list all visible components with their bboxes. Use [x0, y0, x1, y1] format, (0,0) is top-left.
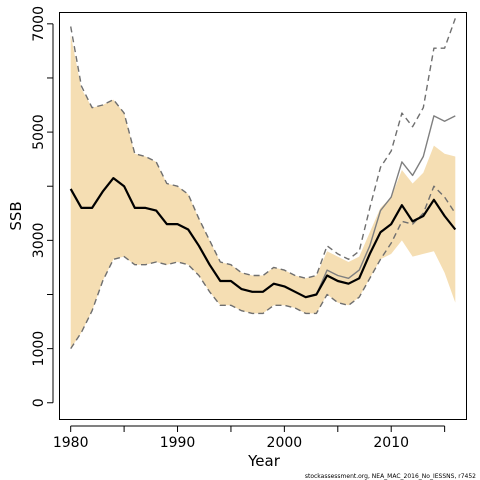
upper-bound-dashed-line	[70, 18, 456, 279]
confidence-band-layer	[70, 34, 456, 349]
y-tick-label: 5000	[31, 114, 47, 150]
ssb-alt-estimate-line	[315, 115, 456, 295]
x-tick-label: 1980	[53, 435, 89, 451]
series-layer	[69, 18, 457, 349]
x-tick-label: 1990	[160, 435, 196, 451]
x-tick-label: 2000	[267, 435, 303, 451]
y-axis: 0 1000 3000 5000 7000	[31, 6, 54, 407]
y-tick-label: 1000	[31, 331, 47, 367]
credit-text: stockassessment.org, NEA_MAC_2016_No_IES…	[305, 473, 476, 480]
x-tick-label: 2010	[373, 435, 409, 451]
y-axis-label: SSB	[7, 201, 25, 230]
ssb-estimate-line	[69, 177, 457, 299]
y-tick-label: 3000	[31, 223, 47, 259]
lower-bound-dashed-line	[70, 185, 456, 349]
plot-frame	[59, 12, 467, 420]
y-tick-label: 0	[31, 398, 47, 407]
y-tick-label: 7000	[31, 6, 47, 42]
x-axis-label: Year	[247, 452, 281, 470]
confidence-band	[70, 34, 456, 349]
x-axis: 1980 1990 2000 2010	[53, 425, 446, 451]
